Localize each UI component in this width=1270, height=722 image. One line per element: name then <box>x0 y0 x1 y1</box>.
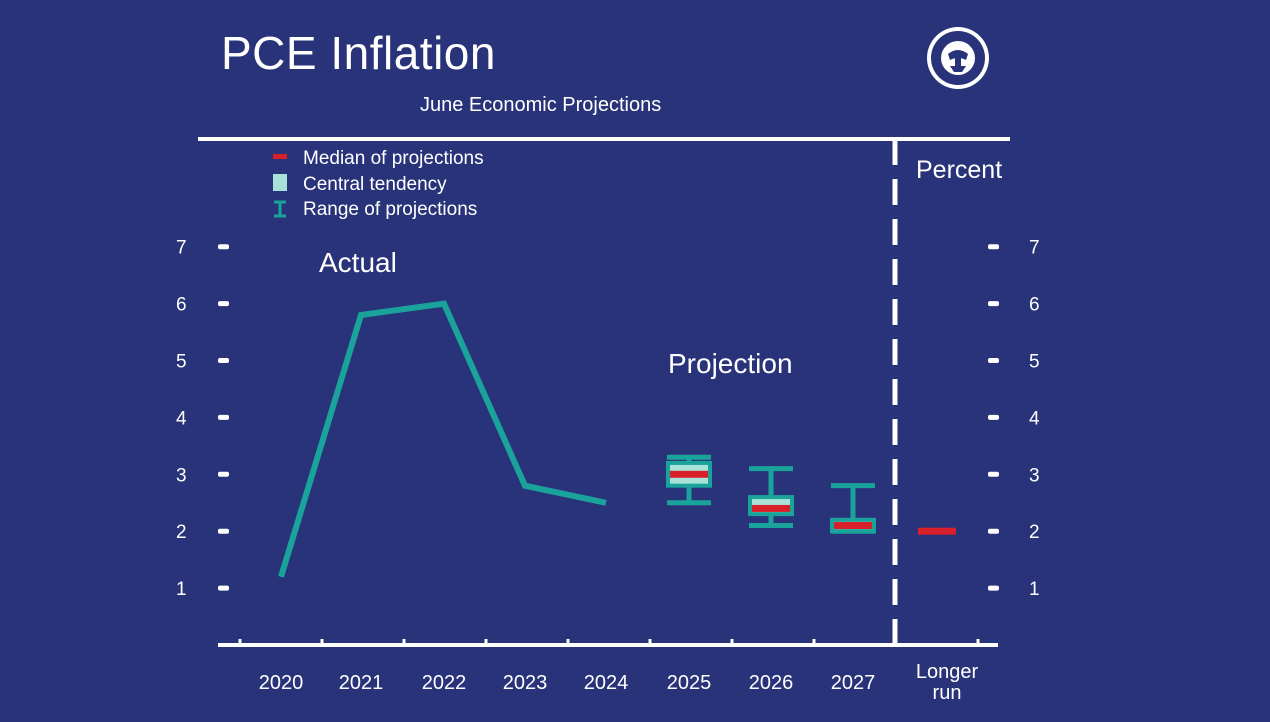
y-tick-label-left: 3 <box>176 465 187 486</box>
federal-reserve-seal-icon <box>927 27 989 89</box>
y-tick-label-left: 1 <box>176 579 187 600</box>
x-tick-label: 2022 <box>422 672 467 694</box>
percent-label: Percent <box>916 156 1002 184</box>
y-tick-right <box>988 585 999 591</box>
y-tick-right <box>988 414 999 420</box>
legend-median-swatch <box>273 154 287 159</box>
legend-central-label: Central tendency <box>303 174 447 195</box>
actual-series-line <box>278 300 607 578</box>
chart-title: PCE Inflation <box>221 27 496 79</box>
y-tick-label-right: 6 <box>1029 295 1040 316</box>
y-tick-left <box>218 471 229 477</box>
y-tick-left <box>218 301 229 307</box>
y-tick-left <box>218 358 229 363</box>
projection-label: Projection <box>668 348 793 379</box>
y-tick-label-right: 5 <box>1029 352 1040 373</box>
y-tick-label-left: 7 <box>176 238 187 259</box>
y-tick-label-right: 4 <box>1029 408 1040 429</box>
x-tick-label: 2024 <box>584 672 629 694</box>
median-marker <box>834 522 872 530</box>
actual-label: Actual <box>319 247 397 278</box>
y-tick-label-left: 5 <box>176 352 187 373</box>
x-tick-label: 2021 <box>339 672 384 694</box>
chart-subtitle: June Economic Projections <box>420 94 662 116</box>
y-tick-left <box>218 528 229 534</box>
y-tick-label-left: 4 <box>176 408 187 429</box>
median-marker <box>670 470 708 478</box>
y-tick-label-right: 7 <box>1029 238 1040 259</box>
y-tick-label-left: 2 <box>176 522 187 543</box>
legend-range-swatch <box>274 200 286 218</box>
x-tick-label: 2027 <box>831 672 876 694</box>
y-tick-label-right: 3 <box>1029 465 1040 486</box>
x-tick-label: 2026 <box>749 672 794 694</box>
legend-central-swatch <box>273 174 287 191</box>
x-tick-label: 2025 <box>667 672 712 694</box>
y-tick-label-left: 6 <box>176 295 187 316</box>
y-tick-left <box>218 414 229 420</box>
x-tick-label: 2023 <box>503 672 548 694</box>
x-tick-label: 2020 <box>259 672 304 694</box>
y-tick-right <box>988 358 999 363</box>
y-tick-right <box>988 471 999 477</box>
median-marker <box>752 504 790 512</box>
legend-median-label: Median of projections <box>303 148 484 169</box>
median-marker <box>918 527 956 535</box>
y-tick-label-right: 2 <box>1029 522 1040 543</box>
legend-range-label: Range of projections <box>303 199 477 220</box>
y-tick-right <box>988 244 999 250</box>
x-tick-label: Longer <box>916 661 979 683</box>
y-tick-right <box>988 528 999 534</box>
y-tick-right <box>988 301 999 307</box>
y-tick-label-right: 1 <box>1029 579 1040 600</box>
y-tick-left <box>218 585 229 591</box>
y-tick-left <box>218 244 229 250</box>
x-tick-label: run <box>933 682 962 704</box>
